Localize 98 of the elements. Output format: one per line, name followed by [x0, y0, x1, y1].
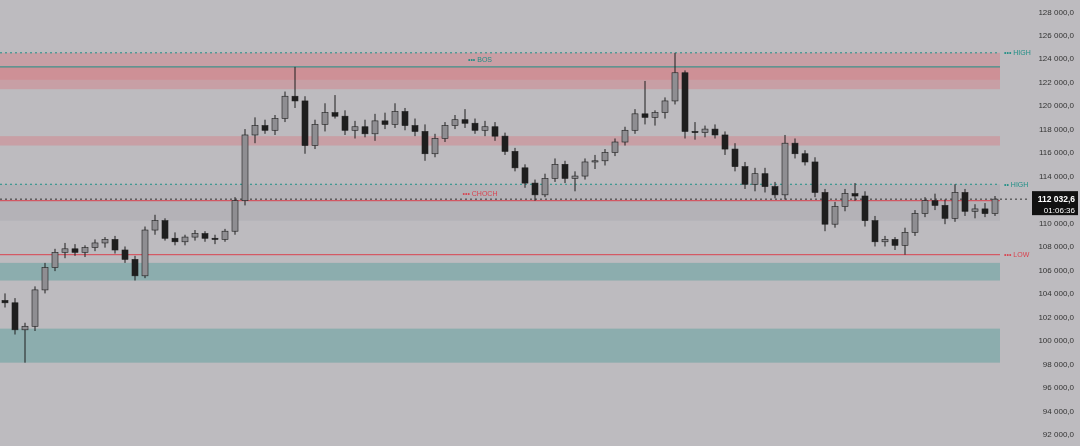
- candlestick: [101, 236, 109, 249]
- candlestick: [841, 188, 849, 212]
- candlestick: [751, 167, 759, 192]
- candlestick: [81, 244, 89, 258]
- y-tick-label: 124 000,0: [1038, 54, 1075, 64]
- candlestick: [501, 132, 509, 156]
- candlestick: [391, 102, 399, 129]
- y-tick-label: 106 000,0: [1038, 265, 1075, 275]
- y-tick-label: 92 000,0: [1042, 430, 1075, 440]
- candlestick: [1, 292, 9, 309]
- y-tick-label: 114 000,0: [1039, 171, 1075, 181]
- candlestick: [541, 173, 549, 198]
- candlestick: [151, 214, 159, 236]
- candlestick: [21, 322, 29, 364]
- candlestick: [911, 209, 919, 237]
- candlestick: [431, 133, 439, 158]
- candlestick: [831, 201, 839, 229]
- candlestick: [41, 262, 49, 294]
- candlestick: [971, 203, 979, 219]
- y-tick-label: 100 000,0: [1038, 336, 1075, 346]
- candlestick: [51, 248, 59, 272]
- candlestick: [621, 126, 629, 147]
- candlestick: [131, 255, 139, 282]
- candlestick: [161, 217, 169, 242]
- candlestick: [91, 238, 99, 252]
- candlestick: [61, 242, 69, 259]
- candlestick: [511, 147, 519, 172]
- candlestick: [921, 196, 929, 218]
- candlestick: [351, 120, 359, 139]
- candlestick: [421, 123, 429, 162]
- candlestick: [641, 80, 649, 125]
- candlestick: [381, 112, 389, 130]
- y-tick-label: 94 000,0: [1042, 406, 1075, 416]
- candlestick: [521, 163, 529, 189]
- candlestick: [451, 114, 459, 130]
- candlestick: [291, 66, 299, 109]
- candlestick: [341, 109, 349, 136]
- candlestick: [201, 230, 209, 243]
- candlestick: [561, 160, 569, 184]
- candlestick: [401, 107, 409, 131]
- candlestick: [931, 193, 939, 211]
- candlestick: [531, 179, 539, 202]
- candlestick: [261, 119, 269, 135]
- candlestick: [371, 113, 379, 142]
- candlestick: [571, 170, 579, 192]
- candlestick: [761, 167, 769, 193]
- candlestick: [581, 157, 589, 181]
- candlestick: [661, 96, 669, 120]
- candlestick: [211, 234, 219, 245]
- candlestick: [981, 202, 989, 218]
- y-tick-label: 102 000,0: [1038, 312, 1075, 322]
- candlestick: [171, 231, 179, 246]
- y-tick-label: 116 000,0: [1039, 148, 1075, 158]
- candlestick: [631, 108, 639, 135]
- candlestick: [941, 199, 949, 225]
- candlestick: [881, 235, 889, 247]
- candlestick: [961, 188, 969, 217]
- candlestick: [471, 118, 479, 135]
- candlestick: [251, 116, 259, 144]
- ref-line-label: 112 032,6: [1037, 194, 1076, 205]
- y-tick-label: 108 000,0: [1038, 242, 1075, 252]
- candlestick: [271, 114, 279, 136]
- candlestick: [441, 121, 449, 143]
- y-tick-label: 96 000,0: [1042, 383, 1075, 393]
- candlestick: [191, 229, 199, 242]
- candlestick: [731, 142, 739, 172]
- y-tick-label: 110 000,0: [1039, 218, 1075, 228]
- candlestick: [651, 109, 659, 127]
- y-tick-label: 122 000,0: [1038, 77, 1075, 87]
- y-tick-label: 104 000,0: [1038, 289, 1075, 299]
- candlestick: [311, 119, 319, 150]
- y-tick-label: 126 000,0: [1038, 31, 1075, 41]
- candlestick: [281, 91, 289, 123]
- candlestick: [691, 121, 699, 141]
- candlestick: [871, 215, 879, 247]
- y-tick-label: 120 000,0: [1038, 101, 1075, 111]
- candlestick: [991, 195, 999, 217]
- candlestick: [461, 108, 469, 129]
- candlestick: [791, 137, 799, 159]
- candlestick: [901, 227, 909, 256]
- candlestick: [321, 102, 329, 132]
- candlestick: [551, 157, 559, 183]
- candlestick: [721, 130, 729, 156]
- candlestick: [71, 243, 79, 257]
- text: 01:06:36: [1043, 205, 1076, 215]
- candlestick: [361, 119, 369, 138]
- candlestick: [701, 125, 709, 138]
- y-tick-label: 128 000,0: [1038, 7, 1075, 17]
- candlestick: [491, 121, 499, 142]
- candlestick: [331, 94, 339, 120]
- y-tick-label: 118 000,0: [1039, 124, 1075, 134]
- y-tick-label: 98 000,0: [1042, 359, 1075, 369]
- candlestick: [851, 182, 859, 202]
- candlestick: [481, 120, 489, 137]
- candlestick: [741, 161, 749, 190]
- candlestick: [411, 118, 419, 137]
- candlestick: [891, 236, 899, 251]
- candlestick: [591, 154, 599, 170]
